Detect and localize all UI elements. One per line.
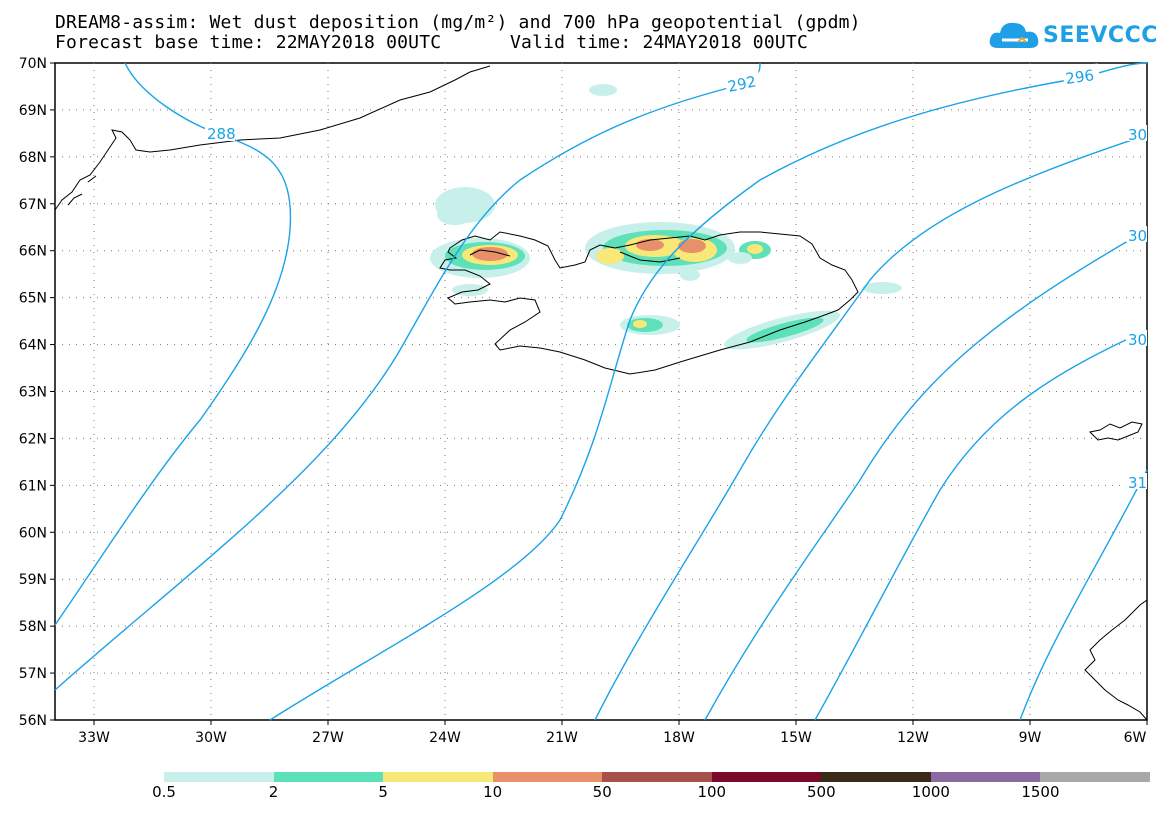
contour-288 xyxy=(54,62,292,626)
lon-label: 18W xyxy=(663,730,695,746)
coastlines xyxy=(54,65,1148,722)
legend-swatch xyxy=(164,772,275,782)
lon-label: 15W xyxy=(780,730,812,746)
contour-label-292: 292 xyxy=(726,72,758,96)
contour-304 xyxy=(704,229,1148,721)
cloud-icon xyxy=(989,22,1039,48)
geopotential-contours xyxy=(54,62,1148,721)
legend-swatch xyxy=(602,772,713,782)
dust-deposition-field xyxy=(430,84,902,350)
lat-label: 62N xyxy=(19,431,47,447)
lat-label: 67N xyxy=(19,197,47,213)
lon-label: 30W xyxy=(195,730,227,746)
lon-label: 9W xyxy=(1019,730,1042,746)
legend-label: 1000 xyxy=(911,783,950,801)
latitude-labels: 70N 69N 68N 67N 66N 65N 64N 63N 62N 61N 60N 59N 58N 5… xyxy=(19,56,47,729)
valid-time: Valid time: 24MAY2018 00UTC xyxy=(510,32,808,53)
legend-swatch xyxy=(821,772,932,782)
contour-label-304: 30 xyxy=(1128,227,1147,245)
lon-label: 12W xyxy=(897,730,929,746)
lat-label: 64N xyxy=(19,338,47,354)
forecast-base-time: Forecast base time: 22MAY2018 00UTC xyxy=(55,32,442,53)
lon-label: 6W xyxy=(1124,730,1147,746)
logo-text: SEEVCCC xyxy=(1043,23,1158,48)
contour-label-308: 30 xyxy=(1128,331,1147,349)
lat-label: 66N xyxy=(19,244,47,260)
lon-label: 33W xyxy=(78,730,110,746)
lat-label: 69N xyxy=(19,103,47,119)
contour-296 xyxy=(269,62,1148,721)
legend-label: 10 xyxy=(483,783,503,801)
legend-label: 500 xyxy=(807,783,836,801)
lat-label: 61N xyxy=(19,478,47,494)
contour-label-312: 31 xyxy=(1128,474,1147,492)
legend-swatch xyxy=(273,772,384,782)
legend-label: 50 xyxy=(592,783,612,801)
legend-swatch xyxy=(383,772,494,782)
axis-ticks xyxy=(50,62,1148,725)
legend-swatch xyxy=(711,772,822,782)
legend-label: 5 xyxy=(378,783,388,801)
legend-label: 0.5 xyxy=(152,783,176,801)
contour-label-300: 30 xyxy=(1128,126,1147,144)
lat-label: 60N xyxy=(19,525,47,541)
contour-308 xyxy=(814,329,1148,721)
contour-labels: 288 292 296 30 30 30 31 xyxy=(205,63,1147,492)
contour-label-296: 296 xyxy=(1064,66,1095,88)
legend-swatch xyxy=(492,772,603,782)
lat-label: 70N xyxy=(19,56,47,72)
seevccc-logo: SEEVCCC xyxy=(988,18,1157,56)
lat-label: 57N xyxy=(19,666,47,682)
lat-label: 59N xyxy=(19,572,47,588)
legend-label: 100 xyxy=(697,783,727,801)
legend-swatch xyxy=(1040,772,1151,782)
chart-title-line1: DREAM8-assim: Wet dust deposition (mg/m²… xyxy=(55,12,861,33)
contour-312 xyxy=(1019,469,1148,721)
lat-label: 56N xyxy=(19,713,47,729)
lon-label: 24W xyxy=(429,730,461,746)
lat-label: 68N xyxy=(19,150,47,166)
lon-label: 27W xyxy=(312,730,344,746)
legend-label: 1500 xyxy=(1021,783,1060,801)
longitude-labels: 33W 30W 27W 24W 21W 18W 15W 12W 9W 6W xyxy=(78,730,1146,746)
legend-swatch xyxy=(930,772,1041,782)
lat-label: 63N xyxy=(19,385,47,401)
contour-label-288: 288 xyxy=(207,125,236,143)
lon-label: 21W xyxy=(546,730,578,746)
lat-label: 58N xyxy=(19,619,47,635)
contour-300 xyxy=(594,134,1148,721)
lat-label: 65N xyxy=(19,291,47,307)
legend-label: 2 xyxy=(268,783,279,801)
